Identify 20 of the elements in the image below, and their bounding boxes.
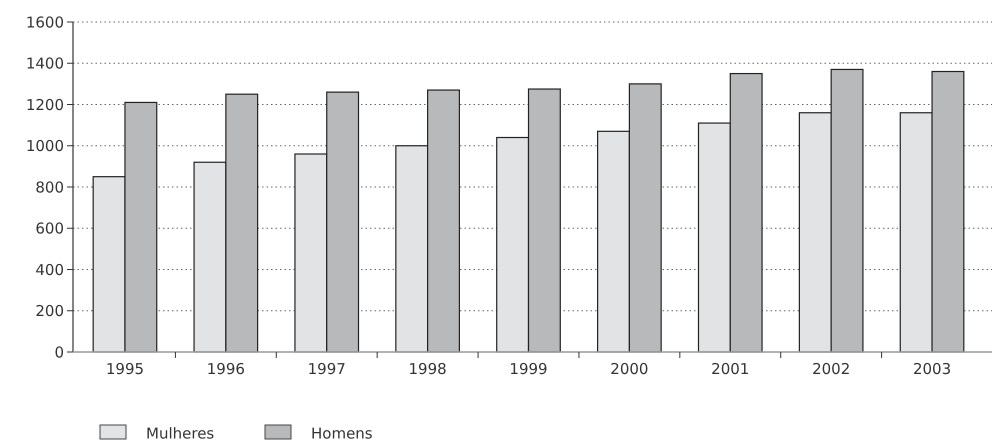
y-tick-label: 800 xyxy=(35,178,64,196)
y-tick-label: 0 xyxy=(54,343,64,362)
y-tick-label: 1400 xyxy=(26,54,64,72)
x-tick-label: 2002 xyxy=(812,360,850,378)
x-tick-label: 1999 xyxy=(509,360,548,378)
y-tick-label: 1000 xyxy=(26,137,64,155)
x-tick-label: 2001 xyxy=(711,360,750,378)
legend-label: Homens xyxy=(311,424,373,442)
x-tick-label: 2000 xyxy=(610,360,648,378)
legend-label: Mulheres xyxy=(146,424,214,442)
x-tick-label: 1996 xyxy=(206,360,245,378)
y-tick-label: 400 xyxy=(35,260,64,279)
x-tick-label: 1998 xyxy=(408,360,447,378)
x-tick-label: 1997 xyxy=(308,360,346,378)
x-tick-label: 1995 xyxy=(106,360,144,378)
y-tick-label: 1600 xyxy=(26,13,64,32)
x-tick-label: 2003 xyxy=(912,360,952,378)
y-tick-label: 200 xyxy=(35,302,64,320)
y-tick-label: 600 xyxy=(35,220,64,238)
y-tick-label: 1200 xyxy=(26,96,64,114)
